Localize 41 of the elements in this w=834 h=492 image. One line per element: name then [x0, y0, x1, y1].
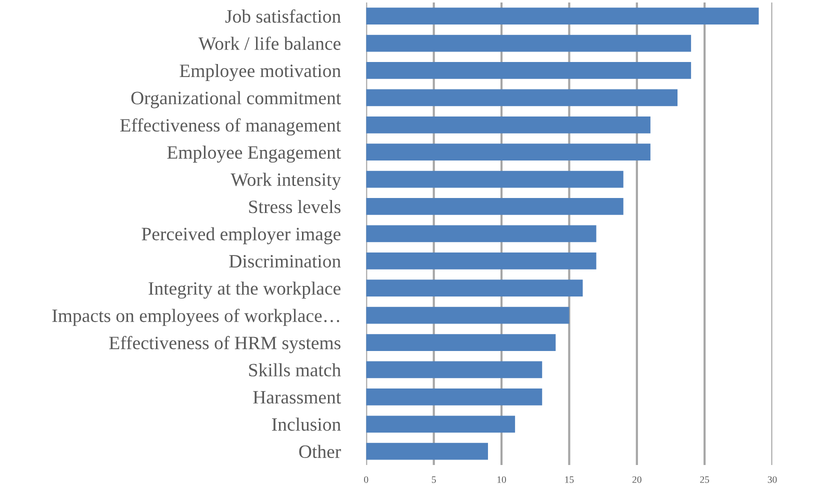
y-tick-label: Employee motivation — [180, 64, 341, 82]
x-tick-label: 5 — [432, 476, 436, 483]
x-tick-label: 20 — [632, 476, 642, 483]
x-tick-label: 10 — [498, 476, 506, 483]
y-tick-label: Integrity at the workplace — [148, 282, 340, 299]
bar — [366, 198, 624, 215]
y-tick-label: Work / life balance — [198, 36, 340, 50]
bar — [366, 8, 759, 24]
y-tick-label: Stress levels — [249, 200, 340, 214]
bar — [366, 388, 542, 406]
bar — [366, 89, 678, 106]
bar — [366, 306, 570, 324]
x-tick-label: 25 — [700, 476, 710, 483]
bar — [366, 416, 516, 433]
bar — [366, 170, 624, 188]
y-tick-label: Work intensity — [230, 172, 342, 190]
y-tick-label: Organizational commitment — [131, 91, 342, 108]
y-tick-label: Harassment — [253, 391, 342, 404]
bar — [366, 361, 542, 378]
bar — [366, 252, 596, 270]
bar — [366, 334, 556, 351]
bar — [366, 62, 692, 79]
bar — [366, 116, 650, 134]
bar — [366, 225, 596, 242]
y-tick-label: Employee Engagement — [167, 146, 342, 163]
y-tick-label: Job satisfaction — [225, 9, 341, 23]
y-tick-label: Perceived employer image — [142, 227, 340, 244]
y-tick-label: Effectiveness of management — [120, 118, 342, 136]
y-tick-label: Effectiveness of HRM systems — [109, 336, 340, 354]
y-tick-label: Discrimination — [229, 254, 341, 268]
bar — [366, 442, 488, 460]
x-tick-label: 0 — [364, 476, 368, 483]
y-tick-label: Impacts on employees of workplace… — [52, 308, 340, 326]
x-tick-label: 15 — [565, 476, 574, 483]
bar — [366, 34, 692, 52]
y-tick-label: Other — [299, 444, 341, 458]
x-tick-label: 30 — [768, 476, 777, 483]
bar — [366, 280, 583, 297]
y-tick-label: Inclusion — [272, 418, 341, 431]
bar — [366, 144, 650, 161]
y-tick-label: Skills match — [249, 363, 341, 376]
